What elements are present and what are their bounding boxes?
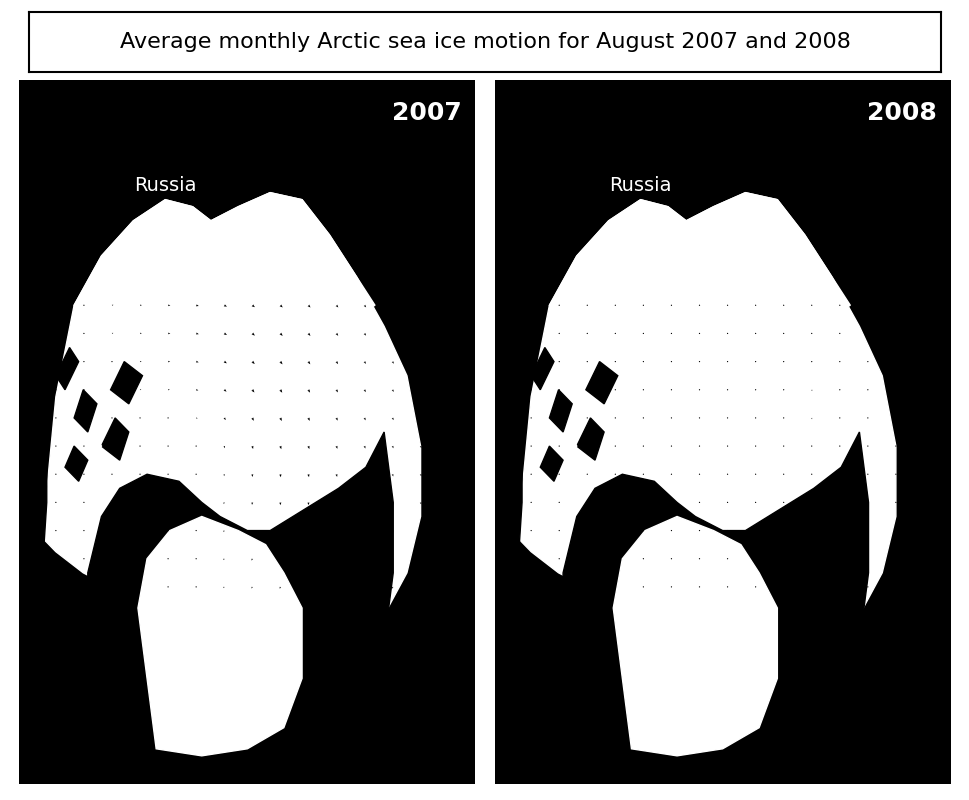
Polygon shape (562, 432, 867, 784)
Polygon shape (102, 418, 129, 460)
Polygon shape (548, 390, 572, 432)
Polygon shape (74, 390, 97, 432)
Polygon shape (65, 446, 87, 482)
Polygon shape (19, 326, 65, 784)
Polygon shape (87, 432, 392, 784)
Polygon shape (56, 474, 74, 502)
Polygon shape (110, 362, 142, 404)
Text: Russia: Russia (134, 176, 197, 195)
Polygon shape (56, 347, 78, 390)
Polygon shape (429, 326, 475, 784)
Polygon shape (516, 193, 895, 629)
Polygon shape (548, 193, 850, 347)
Polygon shape (531, 474, 548, 502)
Polygon shape (138, 517, 301, 756)
Polygon shape (19, 80, 475, 277)
Text: Greenland: Greenland (187, 620, 289, 638)
Text: Average monthly Arctic sea ice motion for August 2007 and 2008: Average monthly Arctic sea ice motion fo… (119, 32, 850, 52)
Polygon shape (43, 193, 421, 629)
Polygon shape (612, 517, 776, 756)
Text: Russia: Russia (609, 176, 672, 195)
Polygon shape (904, 326, 950, 784)
Polygon shape (558, 432, 577, 460)
Polygon shape (585, 362, 617, 404)
Polygon shape (74, 193, 375, 347)
Polygon shape (494, 326, 540, 784)
Text: Greenland: Greenland (662, 620, 764, 638)
Polygon shape (494, 80, 950, 277)
Polygon shape (531, 347, 553, 390)
Polygon shape (577, 418, 604, 460)
Text: 2007: 2007 (391, 101, 461, 125)
Polygon shape (83, 432, 102, 460)
Polygon shape (540, 446, 562, 482)
Text: 2008: 2008 (866, 101, 936, 125)
